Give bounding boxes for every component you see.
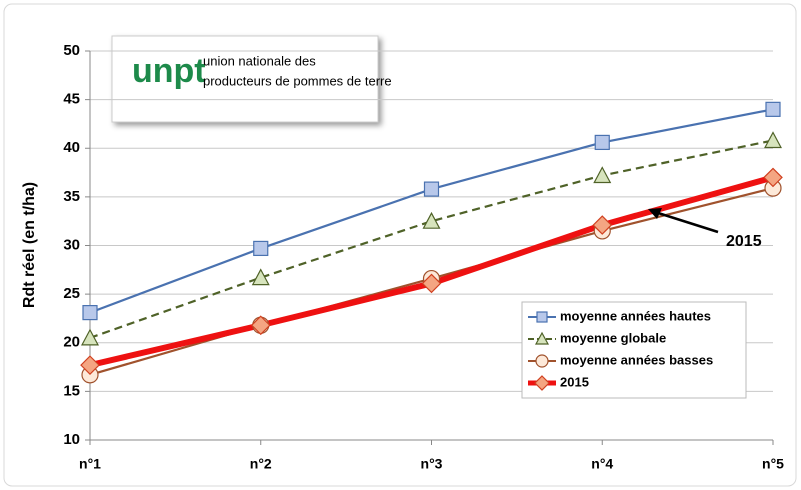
logo-mark: unpt: [132, 52, 206, 90]
marker: [81, 328, 99, 346]
y-tick-label: 45: [63, 91, 80, 108]
y-tick-label: 10: [63, 431, 80, 448]
annotation-arrow: [654, 210, 719, 234]
legend-label: moyenne globale: [560, 330, 666, 345]
logo-text: producteurs de pommes de terre: [203, 73, 392, 88]
y-tick-label: 20: [63, 334, 80, 351]
y-tick-label: 40: [63, 139, 80, 156]
marker: [534, 375, 550, 391]
y-axis-label: Rdt réel (en t/ha): [21, 182, 38, 308]
series-line: [89, 139, 774, 339]
y-tick-label: 25: [63, 285, 80, 302]
annotation: 2015: [726, 233, 762, 250]
marker: [423, 181, 440, 197]
marker: [250, 315, 271, 336]
marker: [536, 311, 548, 323]
marker: [80, 355, 100, 375]
marker: [251, 268, 270, 286]
x-tick-label: n°3: [421, 456, 443, 472]
legend-label: 2015: [560, 374, 589, 389]
x-tick-label: n°1: [79, 456, 101, 472]
legend-label: moyenne années hautes: [560, 308, 711, 323]
marker: [764, 131, 782, 149]
marker: [422, 211, 441, 229]
marker: [763, 167, 783, 188]
marker: [421, 273, 442, 294]
x-tick-label: n°4: [591, 456, 613, 472]
annotation-arrowhead: [648, 208, 662, 219]
y-tick-label: 30: [63, 236, 80, 253]
marker: [534, 331, 550, 345]
legend-box: [521, 301, 747, 399]
logo-box: [111, 35, 379, 123]
marker: [765, 101, 781, 117]
marker: [594, 134, 610, 151]
y-tick-label: 15: [63, 382, 80, 399]
y-tick-label: 35: [63, 188, 80, 205]
logo-text: union nationale des: [203, 53, 316, 68]
marker: [535, 354, 549, 368]
x-tick-label: n°2: [250, 456, 272, 472]
marker: [253, 240, 269, 257]
x-tick-label: n°5: [762, 456, 784, 472]
y-tick-label: 50: [63, 42, 80, 59]
marker: [593, 166, 612, 184]
legend-label: moyenne années basses: [560, 352, 713, 367]
marker: [592, 215, 613, 235]
marker: [82, 305, 98, 321]
